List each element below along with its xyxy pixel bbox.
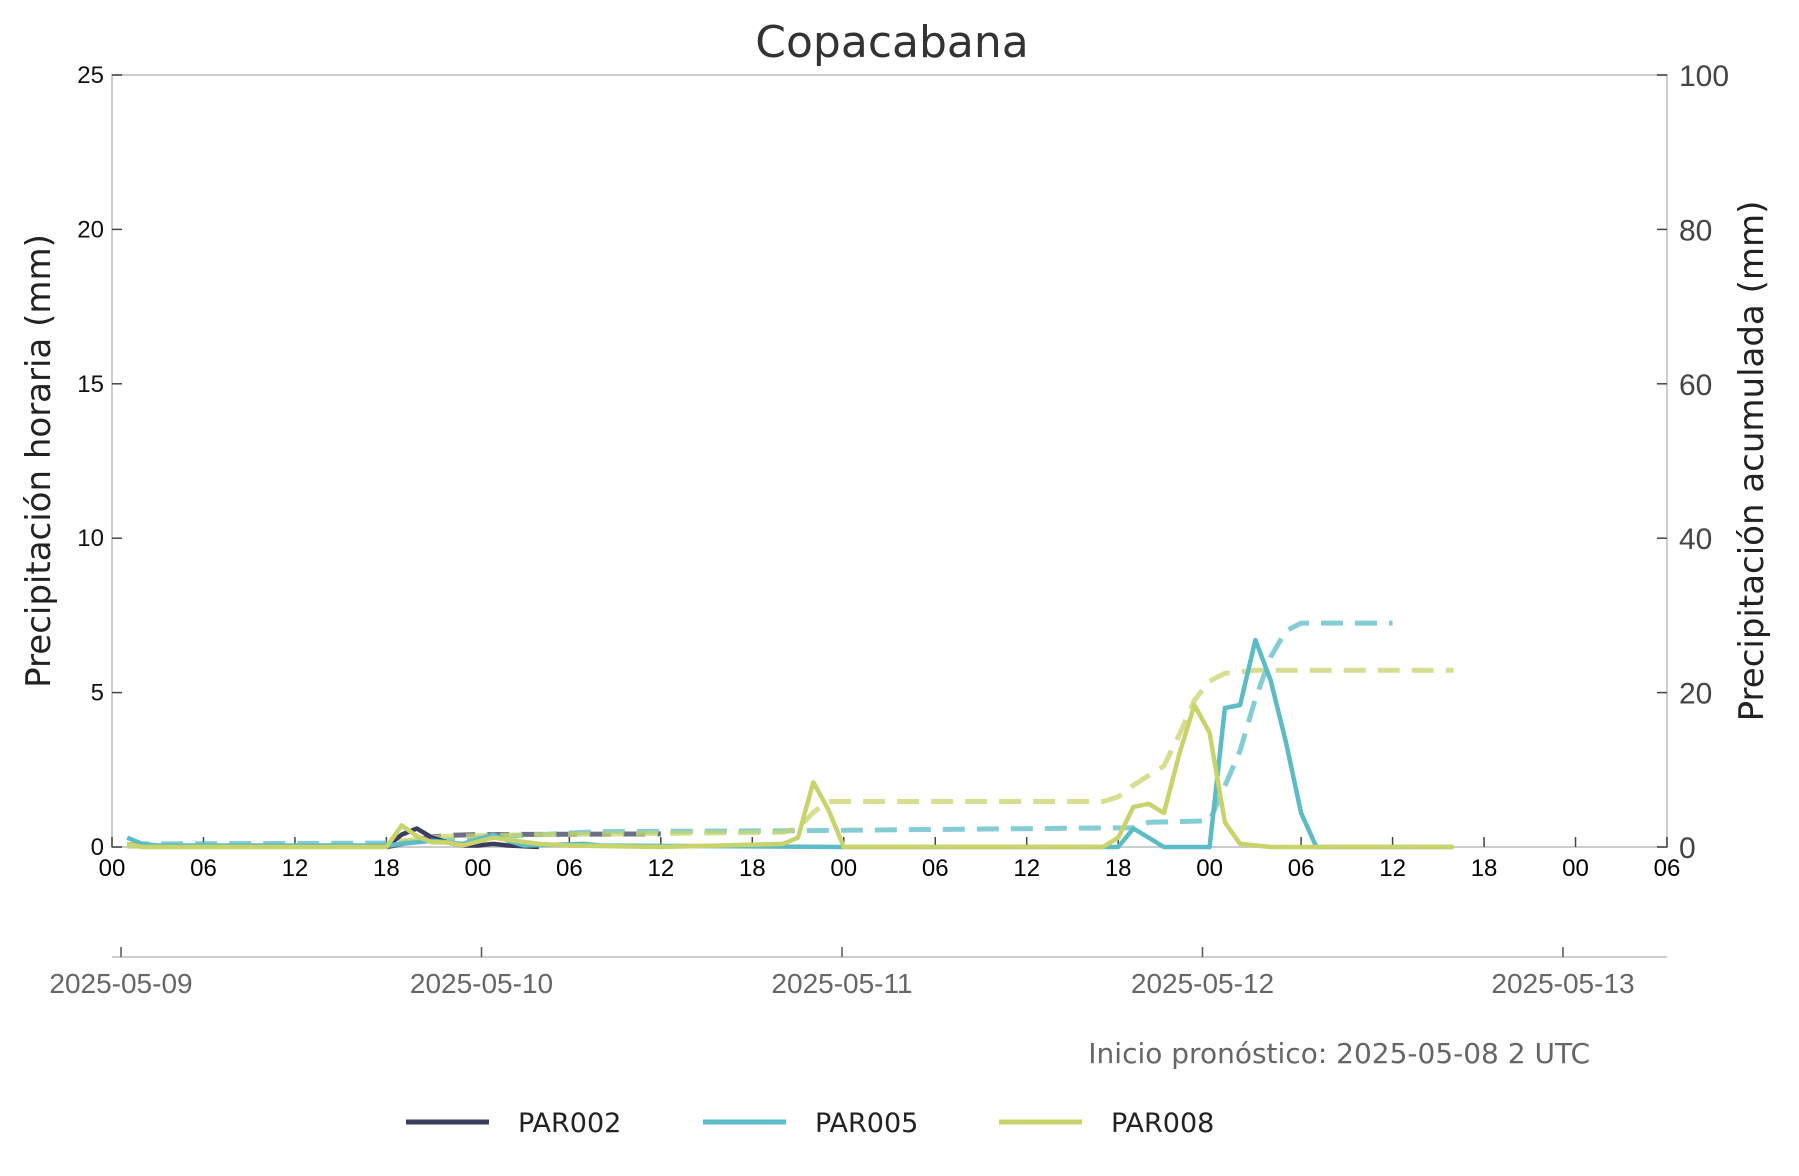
y-right-tick-label: 80	[1679, 214, 1712, 247]
y-left-tick-label: 5	[91, 680, 104, 707]
plot-frame	[111, 74, 1668, 848]
x-hour-tick-label: 12	[647, 855, 674, 882]
x-date-tick-label: 2025-05-13	[1491, 968, 1634, 999]
series-layer	[126, 620, 1454, 850]
y-axis-label-right: Precipitación acumulada (mm)	[1732, 201, 1772, 722]
x-date-tick-label: 2025-05-10	[410, 968, 553, 999]
x-hour-tick-label: 06	[190, 855, 217, 882]
y-left-tick-label: 10	[77, 525, 104, 552]
x-hour-tick-label: 18	[373, 855, 400, 882]
x-hour-tick-label: 00	[1196, 855, 1223, 882]
series-par008-hourly-line	[126, 702, 1454, 850]
y-left-tick-label: 25	[77, 62, 104, 89]
y-right-tick-label: 0	[1679, 832, 1696, 865]
x-hour-tick-label: 00	[465, 855, 492, 882]
x-date-tick-label: 2025-05-09	[49, 968, 192, 999]
y-right-tick-label: 60	[1679, 369, 1712, 402]
y-left-tick-label: 0	[91, 834, 104, 861]
legend-label-par005: PAR005	[815, 1108, 918, 1139]
x-hour-tick-label: 06	[556, 855, 583, 882]
chart-title: Copacabana	[755, 17, 1028, 68]
x-hour-tick-label: 00	[830, 855, 857, 882]
series-par008-accumulated-line	[127, 667, 1454, 849]
y-axis-label-left: Precipitación horaria (mm)	[19, 234, 59, 688]
y-left-tick-label: 15	[77, 371, 104, 398]
forecast-start-note: Inicio pronóstico: 2025-05-08 2 UTC	[1088, 1037, 1590, 1070]
x-hour-tick-label: 12	[1379, 855, 1406, 882]
x-hour-tick-label: 06	[1654, 855, 1681, 882]
x-hour-tick-label: 00	[99, 855, 126, 882]
x-hour-tick-label: 00	[1562, 855, 1589, 882]
x-hour-tick-label: 18	[1471, 855, 1498, 882]
y-right-tick-label: 40	[1679, 523, 1712, 556]
series-par005-accumulated-line	[127, 620, 1393, 848]
right-axis: 0 20 40 60 80 100	[1657, 60, 1729, 865]
x-hour-tick-label: 18	[1105, 855, 1132, 882]
legend-label-par008: PAR008	[1111, 1108, 1214, 1139]
x-hour-axis: 00 06 12 18 00 06 12 18 00 06 12 18 00 06 12 18 00 06	[99, 837, 1681, 882]
legend: PAR002 PAR005 PAR008	[406, 1108, 1214, 1139]
left-axis: 0 5 10 15 20 25	[77, 62, 122, 861]
x-hour-tick-label: 18	[739, 855, 766, 882]
x-date-tick-label: 2025-05-11	[771, 968, 912, 999]
legend-label-par002: PAR002	[518, 1108, 621, 1139]
y-right-tick-label: 100	[1679, 60, 1729, 93]
y-left-tick-label: 20	[77, 216, 104, 243]
x-date-tick-label: 2025-05-12	[1131, 968, 1274, 999]
x-hour-tick-label: 06	[922, 855, 949, 882]
x-date-axis: 2025-05-09 2025-05-10 2025-05-11 2025-05-12…	[49, 947, 1635, 999]
x-hour-tick-label: 12	[1013, 855, 1040, 882]
x-hour-tick-label: 06	[1288, 855, 1315, 882]
x-hour-tick-label: 12	[282, 855, 309, 882]
y-right-tick-label: 20	[1679, 678, 1712, 711]
